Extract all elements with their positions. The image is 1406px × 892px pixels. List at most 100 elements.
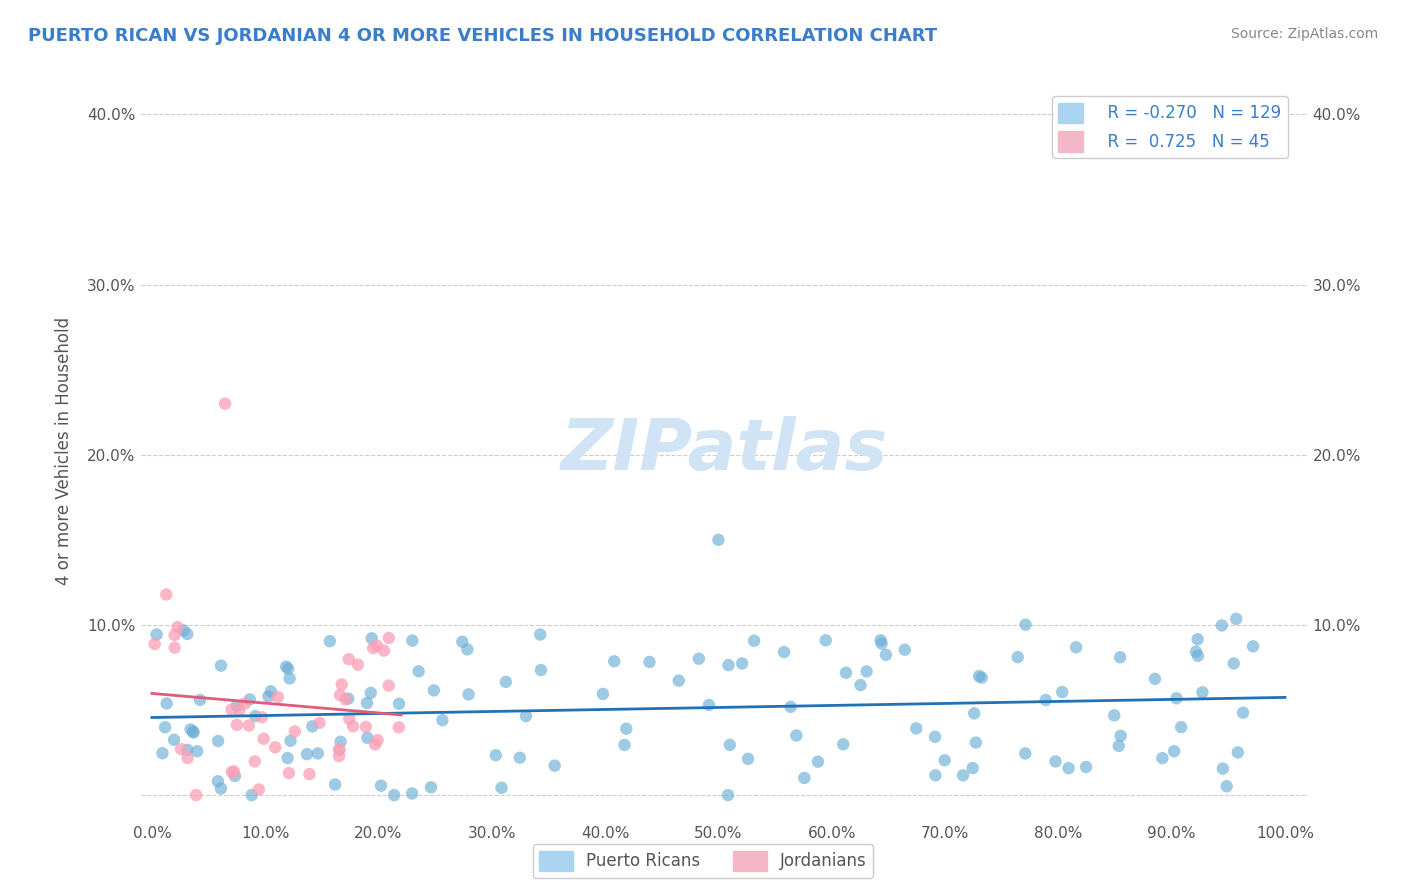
Puerto Ricans <box>1187 632 1209 647</box>
Jordanians <box>163 640 186 655</box>
Puerto Ricans <box>163 732 186 747</box>
Puerto Ricans <box>207 734 229 748</box>
Puerto Ricans <box>1170 720 1192 734</box>
Puerto Ricans <box>495 674 517 689</box>
Puerto Ricans <box>1045 755 1067 769</box>
Puerto Ricans <box>773 645 796 659</box>
Puerto Ricans <box>239 692 262 706</box>
Jordanians <box>378 631 401 645</box>
Text: ZIPatlas: ZIPatlas <box>561 416 887 485</box>
Jordanians <box>366 639 388 653</box>
Puerto Ricans <box>420 780 443 795</box>
Puerto Ricans <box>603 654 626 668</box>
Puerto Ricans <box>592 687 614 701</box>
Jordanians <box>243 755 266 769</box>
Puerto Ricans <box>1185 645 1208 659</box>
Text: Source: ZipAtlas.com: Source: ZipAtlas.com <box>1230 27 1378 41</box>
Puerto Ricans <box>970 671 993 685</box>
Puerto Ricans <box>731 657 754 671</box>
Puerto Ricans <box>432 713 454 727</box>
Puerto Ricans <box>209 781 232 796</box>
Puerto Ricans <box>614 722 637 736</box>
Puerto Ricans <box>717 788 740 802</box>
Puerto Ricans <box>176 627 198 641</box>
Puerto Ricans <box>1074 760 1097 774</box>
Puerto Ricans <box>1163 744 1185 758</box>
Puerto Ricans <box>260 684 283 698</box>
Puerto Ricans <box>1109 729 1132 743</box>
Puerto Ricans <box>180 723 202 737</box>
Puerto Ricans <box>779 699 801 714</box>
Puerto Ricans <box>509 750 531 764</box>
Text: PUERTO RICAN VS JORDANIAN 4 OR MORE VEHICLES IN HOUSEHOLD CORRELATION CHART: PUERTO RICAN VS JORDANIAN 4 OR MORE VEHI… <box>28 27 938 45</box>
Puerto Ricans <box>785 729 807 743</box>
Puerto Ricans <box>870 636 893 650</box>
Puerto Ricans <box>1223 657 1246 671</box>
Puerto Ricans <box>962 761 984 775</box>
Puerto Ricans <box>360 686 382 700</box>
Puerto Ricans <box>457 688 479 702</box>
Puerto Ricans <box>240 788 263 802</box>
Jordanians <box>253 731 276 746</box>
Jordanians <box>250 710 273 724</box>
Puerto Ricans <box>401 787 423 801</box>
Puerto Ricans <box>152 746 174 760</box>
Jordanians <box>221 702 243 716</box>
Puerto Ricans <box>894 642 917 657</box>
Puerto Ricans <box>1226 746 1249 760</box>
Jordanians <box>308 715 330 730</box>
Puerto Ricans <box>456 642 478 657</box>
Puerto Ricans <box>668 673 690 688</box>
Puerto Ricans <box>1191 685 1213 699</box>
Jordanians <box>364 737 387 751</box>
Jordanians <box>347 657 370 672</box>
Puerto Ricans <box>1211 618 1233 632</box>
Jordanians <box>337 712 360 726</box>
Puerto Ricans <box>1143 672 1166 686</box>
Puerto Ricans <box>835 665 858 680</box>
Puerto Ricans <box>515 709 537 723</box>
Puerto Ricans <box>688 651 710 665</box>
Jordanians <box>284 724 307 739</box>
Puerto Ricans <box>278 672 301 686</box>
Puerto Ricans <box>905 722 928 736</box>
Jordanians <box>264 740 287 755</box>
Puerto Ricans <box>814 633 837 648</box>
Puerto Ricans <box>245 709 267 723</box>
Jordanians <box>166 620 188 634</box>
Jordanians <box>388 720 411 734</box>
Puerto Ricans <box>451 634 474 648</box>
Puerto Ricans <box>544 758 567 772</box>
Jordanians <box>225 718 247 732</box>
Puerto Ricans <box>319 634 342 648</box>
Puerto Ricans <box>1064 640 1087 655</box>
Puerto Ricans <box>529 627 551 641</box>
Puerto Ricans <box>188 693 211 707</box>
Jordanians <box>298 767 321 781</box>
Puerto Ricans <box>1166 691 1188 706</box>
Puerto Ricans <box>491 780 513 795</box>
Jordanians <box>163 628 186 642</box>
Puerto Ricans <box>323 777 346 791</box>
Puerto Ricans <box>183 725 205 739</box>
Jordanians <box>335 692 357 706</box>
Puerto Ricans <box>423 683 446 698</box>
Legend:   R = -0.270   N = 129,   R =  0.725   N = 45: R = -0.270 N = 129, R = 0.725 N = 45 <box>1052 96 1288 159</box>
Jordanians <box>143 637 166 651</box>
Jordanians <box>377 679 399 693</box>
Puerto Ricans <box>924 768 946 782</box>
Puerto Ricans <box>1225 612 1247 626</box>
Puerto Ricans <box>276 659 298 673</box>
Jordanians <box>367 733 389 747</box>
Puerto Ricans <box>277 751 299 765</box>
Puerto Ricans <box>832 737 855 751</box>
Puerto Ricans <box>1014 747 1036 761</box>
Puerto Ricans <box>181 724 204 739</box>
Jordanians <box>186 788 208 802</box>
Puerto Ricans <box>1035 693 1057 707</box>
Jordanians <box>228 703 250 717</box>
Puerto Ricans <box>737 752 759 766</box>
Puerto Ricans <box>186 744 208 758</box>
Puerto Ricans <box>257 690 280 704</box>
Puerto Ricans <box>401 633 423 648</box>
